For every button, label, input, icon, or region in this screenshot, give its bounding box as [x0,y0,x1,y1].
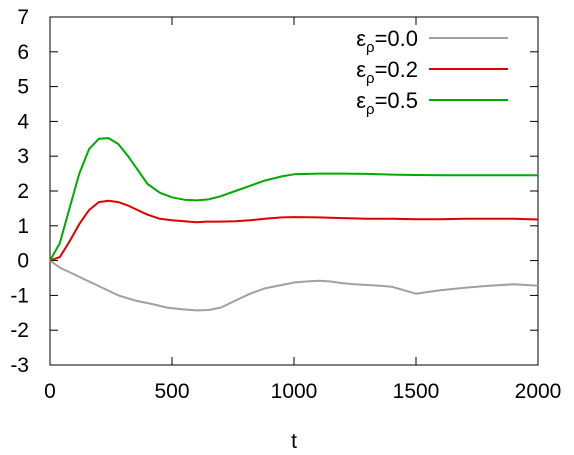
legend-value: =0.0 [375,26,418,51]
legend-symbol: ε [356,88,366,113]
x-tick-label: 2000 [515,380,562,403]
series-line [49,137,538,262]
legend-label: ερ=0.2 [356,57,418,87]
legend-subscript: ρ [366,39,375,56]
y-tick-label: 7 [17,6,29,29]
x-axis-label: t [291,430,297,453]
y-tick-label: 4 [17,110,29,133]
y-tick-label: 2 [17,180,29,203]
legend: ερ=0.0ερ=0.2ερ=0.5 [356,26,508,118]
x-tick-label: 1000 [271,380,318,403]
legend-label: ερ=0.0 [356,26,418,56]
legend-symbol: ε [356,26,366,51]
legend-label: ερ=0.5 [356,88,418,118]
legend-value: =0.5 [375,88,418,113]
y-tick-label: -1 [10,284,29,307]
legend-subscript: ρ [366,70,375,87]
y-tick-label: 3 [17,145,29,168]
axis-ticks: 0 500 1000 1500 2000 -3 -2 -1 0 1 2 3 4 5 6 7 [10,6,561,403]
y-tick-label: 6 [17,41,29,64]
series-line [49,199,539,262]
x-tick-label: 500 [154,380,189,403]
y-tick-label: 5 [17,76,29,99]
x-tick-label: 1500 [393,380,440,403]
series-line [49,259,539,312]
legend-value: =0.2 [375,57,418,82]
y-tick-label: -3 [10,354,29,377]
legend-symbol: ε [356,57,366,82]
series-layer [49,137,539,312]
legend-subscript: ρ [366,101,375,118]
y-tick-label: 0 [17,250,29,273]
y-tick-label: 1 [17,215,29,238]
y-tick-label: -2 [10,319,29,342]
x-tick-label: 0 [44,380,56,403]
